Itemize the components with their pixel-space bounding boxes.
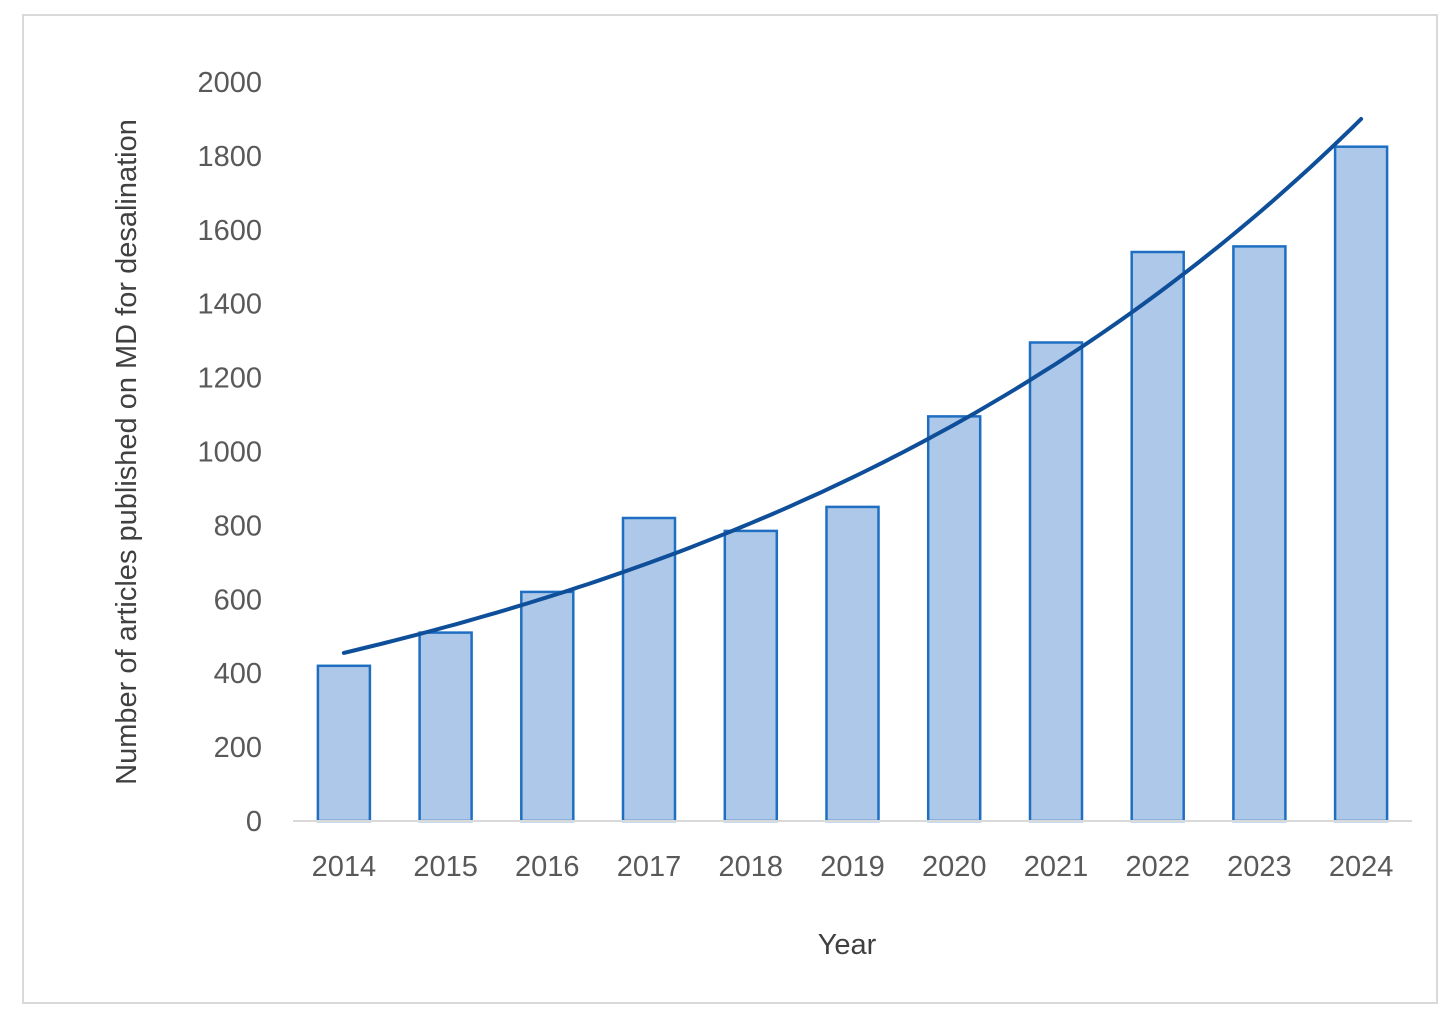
x-tick-label: 2018	[719, 851, 784, 883]
x-tick-label: 2017	[617, 851, 682, 883]
y-tick-label: 1400	[197, 289, 262, 321]
y-tick-label: 1600	[197, 215, 262, 247]
x-tick-label: 2022	[1125, 851, 1190, 883]
exponential-trendline	[341, 117, 1364, 655]
y-tick-label: 1200	[197, 363, 262, 395]
bar-2018	[723, 529, 779, 823]
chart-frame	[22, 14, 1438, 1004]
y-tick-label: 200	[214, 732, 262, 764]
bar-2019	[825, 505, 880, 823]
bar-2016	[520, 590, 575, 823]
bar-2020	[926, 415, 982, 823]
x-tick-label: 2014	[312, 851, 377, 883]
x-tick-label: 2021	[1024, 851, 1089, 883]
y-tick-label: 400	[214, 658, 262, 690]
bar-2021	[1028, 341, 1084, 823]
bar-2024	[1333, 145, 1389, 823]
x-tick-label: 2020	[922, 851, 987, 883]
x-axis-title: Year	[818, 929, 877, 961]
y-tick-label: 0	[246, 806, 262, 838]
y-tick-label: 1000	[197, 437, 262, 469]
trendline-layer	[341, 117, 1364, 655]
x-tick-label: 2016	[515, 851, 580, 883]
x-tick-label: 2015	[413, 851, 478, 883]
bars-layer	[316, 145, 1389, 823]
x-tick-label: 2019	[820, 851, 885, 883]
bar-2023	[1232, 245, 1287, 823]
y-axis-title: Number of articles published on MD for d…	[111, 119, 143, 785]
y-axis-ticks: 0 200 400 600 800 1000 1200 1400 1600 1800 2000	[197, 67, 262, 838]
bar-2022	[1130, 250, 1185, 823]
y-tick-label: 2000	[197, 67, 262, 99]
y-tick-label: 800	[214, 510, 262, 542]
y-tick-label: 1800	[197, 141, 262, 173]
y-tick-label: 600	[214, 584, 262, 616]
x-tick-label: 2023	[1227, 851, 1292, 883]
x-tick-label: 2024	[1329, 851, 1394, 883]
bar-2015	[418, 631, 473, 823]
bar-2014	[316, 664, 372, 823]
x-axis-ticks: 2014 2015 2016 2017 2018 2019 2020 2021 2022 2023…	[312, 851, 1394, 883]
